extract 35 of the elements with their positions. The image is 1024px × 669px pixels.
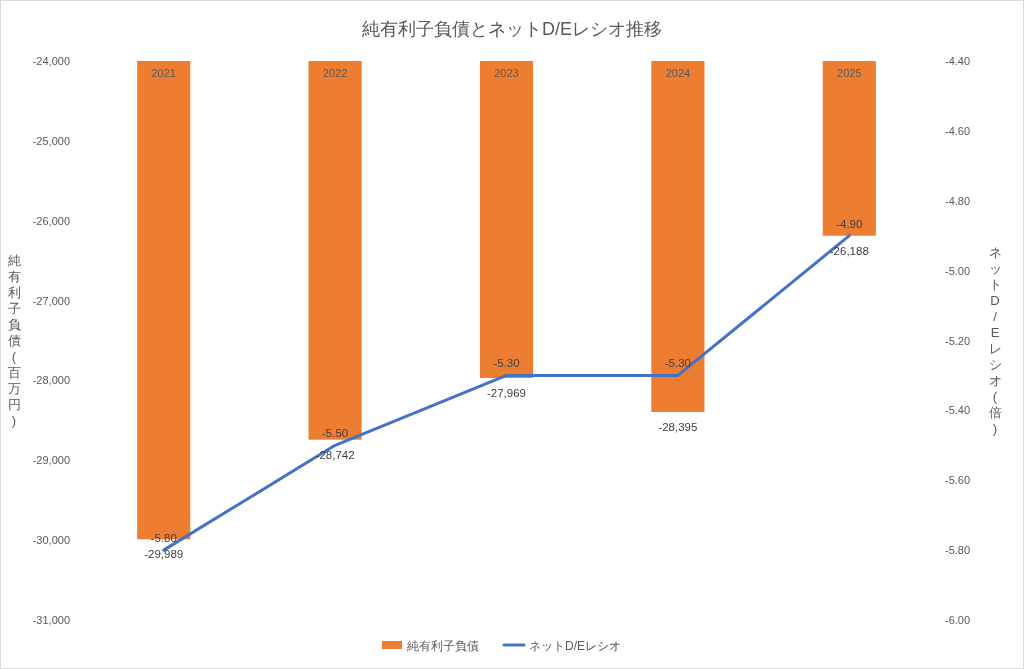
y-tick-label: -29,000 xyxy=(32,454,70,467)
data-label: -29,989 xyxy=(144,548,184,561)
y2-tick-label: -5.40 xyxy=(945,404,971,417)
data-label: -27,969 xyxy=(486,386,527,399)
x-tick-label: 2022 xyxy=(322,67,348,79)
y2-tick-label: -5.60 xyxy=(945,474,971,487)
y-tick-label: -24,000 xyxy=(32,55,70,67)
x-tick-label: 2024 xyxy=(665,67,691,79)
y2-tick-label: -4.80 xyxy=(945,194,971,207)
x-tick-label: 2023 xyxy=(494,67,519,79)
x-tick-label: 2021 xyxy=(151,67,176,79)
y-tick-label: -30,000 xyxy=(32,534,70,547)
x-tick-label: 2025 xyxy=(837,67,862,79)
text: ネットD/Eレシオ(倍) xyxy=(988,244,1002,436)
y-tick-label: -31,000 xyxy=(32,614,70,626)
y-tick-label: -28,000 xyxy=(32,374,70,387)
data-label: -26,188 xyxy=(829,244,869,257)
data-label: -28,395 xyxy=(658,420,698,433)
y-tick-label: -25,000 xyxy=(32,134,70,147)
data-label: -4.90 xyxy=(836,217,863,230)
y2-tick-label: -4.60 xyxy=(945,124,971,137)
y2-tick-label: -4.40 xyxy=(945,55,971,67)
data-label: -5.50 xyxy=(321,427,349,440)
y-tick-label: -26,000 xyxy=(32,214,70,227)
y2-tick-label: -5.20 xyxy=(945,334,971,347)
data-label: -5.30 xyxy=(664,357,692,370)
chart-title: 純有利子負債とネットD/Eレシオ推移 xyxy=(361,19,663,39)
data-label: -5.30 xyxy=(493,357,520,370)
y2-tick-label: -5.00 xyxy=(945,264,971,277)
legend-label: ネットD/Eレシオ xyxy=(529,639,622,653)
text: 純有利子負債(百万円) xyxy=(7,252,21,428)
y-tick-label: -27,000 xyxy=(32,294,70,307)
y2-tick-label: -5.80 xyxy=(945,544,971,557)
y2-tick-label: -6.00 xyxy=(945,614,971,626)
legend-label: 純有利子負債 xyxy=(407,639,479,653)
